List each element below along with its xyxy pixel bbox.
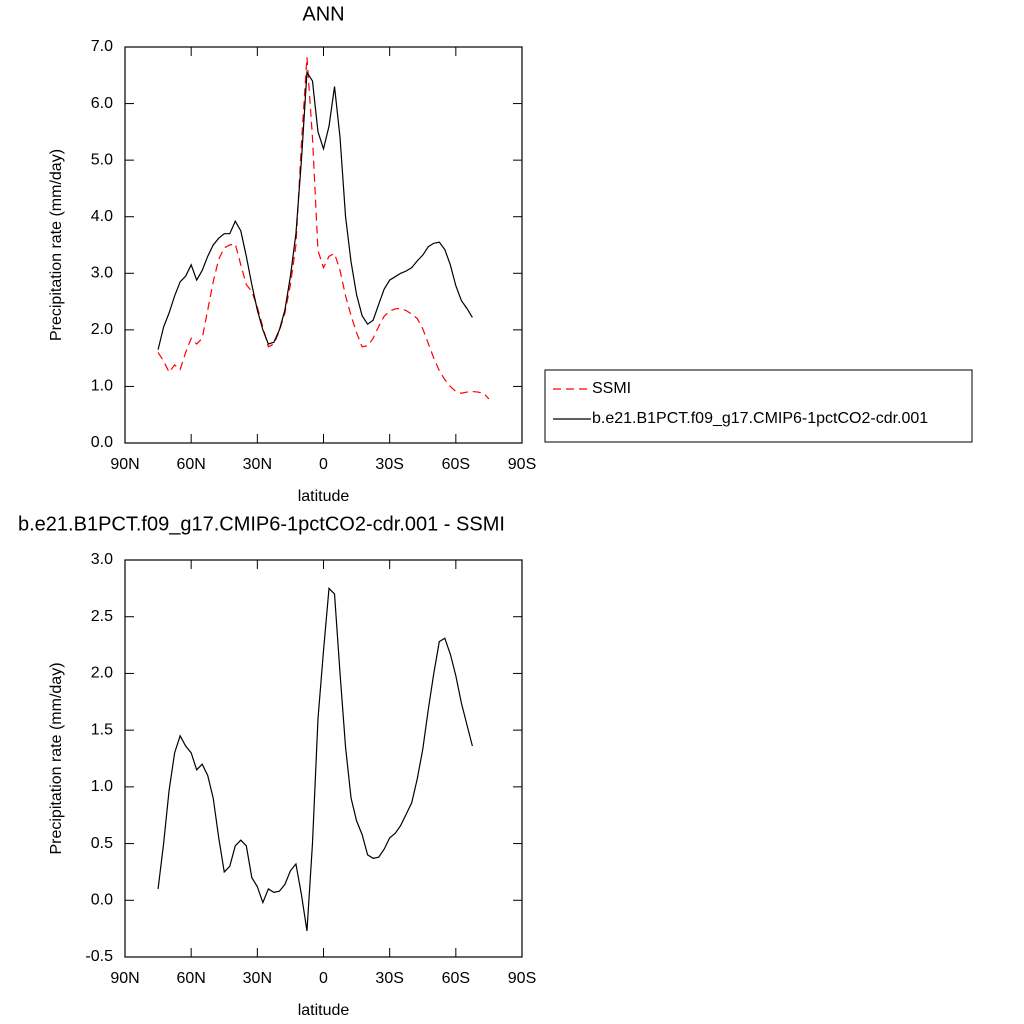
- y-tick-label: 0.5: [91, 835, 113, 852]
- y-tick-label: 6.0: [91, 95, 113, 112]
- x-tick-label: 60S: [442, 970, 470, 987]
- y-tick-label: 2.0: [91, 321, 113, 338]
- y-tick-label: 3.0: [91, 265, 113, 282]
- y-tick-label: 3.0: [91, 551, 113, 568]
- y-tick-label: 2.0: [91, 665, 113, 682]
- x-tick-label: 0: [319, 970, 328, 987]
- y-tick-label: -0.5: [85, 948, 113, 965]
- y-tick-label: 5.0: [91, 151, 113, 168]
- y-tick-label: 7.0: [91, 38, 113, 55]
- legend-box: [544, 369, 973, 443]
- x-axis-label: latitude: [298, 1002, 350, 1019]
- x-tick-label: 90N: [110, 970, 139, 987]
- plot-area: [157, 57, 490, 400]
- x-tick-label: 90S: [508, 456, 536, 473]
- data-line: [157, 57, 490, 400]
- y-tick-label: 2.5: [91, 608, 113, 625]
- x-tick-label: 90N: [110, 456, 139, 473]
- y-tick-label: 0.0: [91, 892, 113, 909]
- y-tick-label: 4.0: [91, 208, 113, 225]
- x-tick-label: 30S: [375, 970, 403, 987]
- y-axis-label: Precipitation rate (mm/day): [48, 662, 65, 854]
- x-axis-label: latitude: [298, 488, 350, 505]
- y-axis-label: Precipitation rate (mm/day): [48, 149, 65, 341]
- plot-frame: [124, 46, 523, 444]
- plot-frame: [124, 559, 523, 958]
- x-tick-label: 60S: [442, 456, 470, 473]
- legend-label: b.e21.B1PCT.f09_g17.CMIP6-1pctCO2-cdr.00…: [592, 410, 928, 427]
- legend-label: SSMI: [592, 380, 631, 397]
- y-tick-label: 1.5: [91, 721, 113, 738]
- x-tick-label: 90S: [508, 970, 536, 987]
- chart-title: ANN: [302, 3, 344, 25]
- data-line: [157, 587, 473, 932]
- x-tick-label: 30N: [243, 970, 272, 987]
- chart-title: b.e21.B1PCT.f09_g17.CMIP6-1pctCO2-cdr.00…: [18, 513, 505, 535]
- y-tick-label: 1.0: [91, 378, 113, 395]
- plot-area: [157, 587, 473, 932]
- x-tick-label: 60N: [176, 456, 205, 473]
- y-tick-label: 0.0: [91, 434, 113, 451]
- x-tick-label: 60N: [176, 970, 205, 987]
- data-line: [157, 70, 473, 350]
- x-tick-label: 0: [319, 456, 328, 473]
- x-tick-label: 30N: [243, 456, 272, 473]
- y-tick-label: 1.0: [91, 778, 113, 795]
- x-tick-label: 30S: [375, 456, 403, 473]
